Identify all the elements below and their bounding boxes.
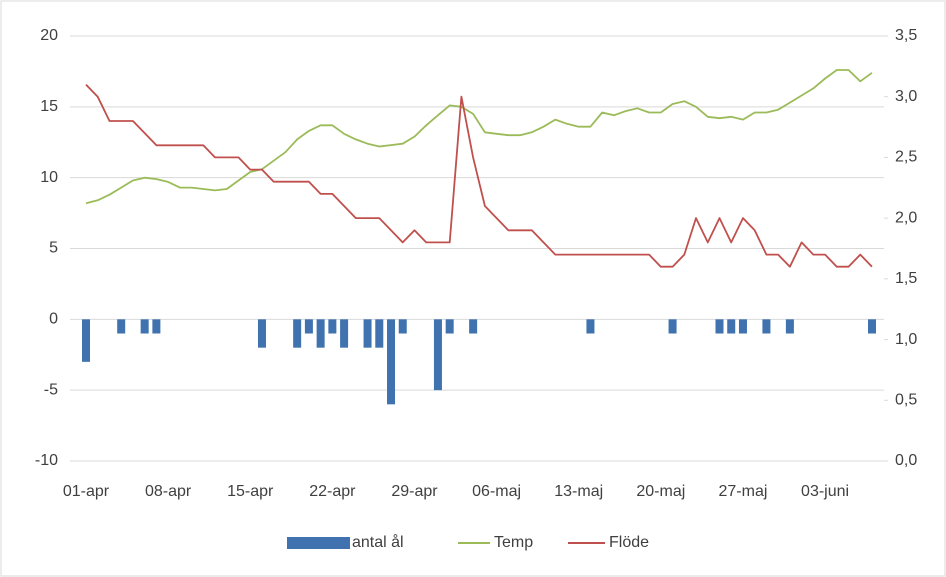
y-tick-label: 20 bbox=[40, 27, 58, 44]
bar bbox=[293, 319, 302, 348]
x-tick-label: 27-maj bbox=[719, 483, 768, 500]
legend-swatch bbox=[287, 537, 350, 549]
y2-tick-label: 0,5 bbox=[895, 392, 917, 409]
legend-label: Flöde bbox=[609, 534, 649, 551]
bar bbox=[868, 319, 876, 334]
bar bbox=[433, 319, 442, 391]
y2-tick-label: 3,5 bbox=[895, 27, 917, 44]
x-tick-label: 29-apr bbox=[391, 483, 438, 500]
bar bbox=[715, 319, 724, 334]
bar bbox=[727, 319, 736, 334]
bar bbox=[785, 319, 794, 334]
bar bbox=[762, 319, 771, 334]
bar bbox=[340, 319, 349, 348]
y-tick-label: 5 bbox=[49, 240, 58, 257]
y-tick-label: 10 bbox=[40, 169, 58, 186]
bar bbox=[398, 319, 407, 334]
x-tick-label: 08-apr bbox=[145, 483, 192, 500]
bar bbox=[375, 319, 384, 348]
x-tick-label: 03-juni bbox=[801, 483, 849, 500]
line-series bbox=[85, 83, 873, 268]
legend-label: Temp bbox=[494, 534, 533, 551]
bar bbox=[117, 319, 126, 334]
bar bbox=[668, 319, 677, 334]
y2-tick-label: 2,5 bbox=[895, 149, 917, 166]
line-series bbox=[85, 69, 873, 205]
bar bbox=[387, 319, 396, 405]
bar bbox=[140, 319, 149, 334]
bar bbox=[257, 319, 266, 348]
y-tick-label: 0 bbox=[49, 311, 58, 328]
y2-tick-label: 1,5 bbox=[895, 270, 917, 287]
bar bbox=[328, 319, 337, 334]
bar bbox=[586, 319, 595, 334]
y2-tick-label: 0,0 bbox=[895, 452, 917, 469]
bar bbox=[469, 319, 478, 334]
bar bbox=[82, 319, 90, 362]
bar bbox=[304, 319, 313, 334]
bar bbox=[738, 319, 747, 334]
bar bbox=[152, 319, 161, 334]
y2-tick-label: 3,0 bbox=[895, 88, 917, 105]
x-tick-label: 13-maj bbox=[554, 483, 603, 500]
legend-label: antal ål bbox=[352, 533, 404, 551]
x-tick-label: 15-apr bbox=[227, 483, 274, 500]
bar bbox=[363, 319, 372, 348]
bar bbox=[316, 319, 325, 348]
y-tick-label: -10 bbox=[35, 452, 58, 469]
x-tick-label: 06-maj bbox=[472, 483, 521, 500]
y-tick-label: -5 bbox=[44, 381, 58, 398]
y-tick-label: 15 bbox=[40, 98, 58, 115]
x-tick-label: 22-apr bbox=[309, 483, 356, 500]
x-tick-label: 20-maj bbox=[636, 483, 685, 500]
x-tick-label: 01-apr bbox=[63, 483, 110, 500]
y2-tick-label: 2,0 bbox=[895, 209, 917, 226]
y2-tick-label: 1,0 bbox=[895, 331, 917, 348]
bar bbox=[445, 319, 454, 334]
